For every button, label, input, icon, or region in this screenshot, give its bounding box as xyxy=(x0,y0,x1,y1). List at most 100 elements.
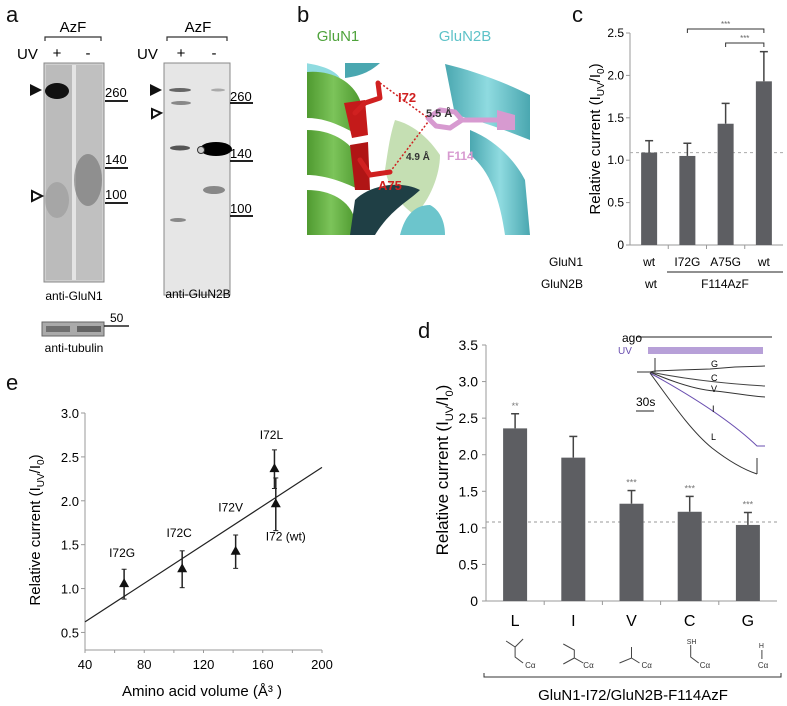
panel-c-ytick-label: 2.0 xyxy=(607,68,624,82)
panel-d-bar xyxy=(619,503,644,601)
panel-e-ytick-label: 1.5 xyxy=(61,538,79,553)
blot1-caption: anti-GluN1 xyxy=(45,289,103,303)
panel-d-ytick-label: 1.5 xyxy=(459,483,479,499)
panel-d-ytick-label: 2.0 xyxy=(459,447,479,463)
blot1-marker-140: 140 xyxy=(105,152,127,167)
trace-inset: ago UV G C V I L 30s xyxy=(618,331,772,475)
sh-label: SH xyxy=(687,639,697,646)
side-chain-structure-l xyxy=(505,638,524,664)
panel-d-bar xyxy=(735,524,760,601)
panel-e-xlabel: Amino acid volume (Å³ ) xyxy=(122,683,282,700)
panel-e-xtick-label: 160 xyxy=(252,657,274,672)
subunit-glun1-label: GluN1 xyxy=(317,28,360,45)
panel-d: d Relative current (IUV/I0) 0 0.5 1.0 1.5 2.… xyxy=(418,318,782,704)
residue-a75-label: A75 xyxy=(378,178,402,193)
point-label: I72V xyxy=(218,501,243,515)
blot2-caption: anti-GluN2B xyxy=(165,287,230,301)
panel-c-ytick-label: 0.5 xyxy=(607,196,624,210)
blot-anti-glun2b xyxy=(163,62,232,296)
calpha-label: Cα xyxy=(525,661,536,670)
panel-c-ytick-label: 2.5 xyxy=(607,26,624,40)
panel-label-c: c xyxy=(572,2,583,27)
arrowhead-open-icon xyxy=(151,107,164,120)
panel-c-bar xyxy=(755,81,772,245)
trace-i xyxy=(649,372,765,447)
blot2-azf-bracket xyxy=(166,36,228,41)
panel-label-a: a xyxy=(6,2,19,27)
trace-g xyxy=(637,365,766,373)
panel-c-ylabel: Relative current (IUV/I0) xyxy=(587,63,607,214)
tubulin-caption: anti-tubulin xyxy=(45,341,104,355)
panel-label-e: e xyxy=(6,370,18,395)
point-label: I72G xyxy=(109,546,135,560)
panel-d-bar xyxy=(561,457,586,601)
blot1-marker-260: 260 xyxy=(105,85,127,100)
panel-c-row-title-glun1: GluN1 xyxy=(549,255,583,269)
panel-e-ylabel: Relative current (IUV/I0) xyxy=(27,454,47,605)
panel-d-bar xyxy=(677,511,702,601)
data-point-triangle xyxy=(177,563,188,573)
inset-uv-label: UV xyxy=(618,346,632,357)
panel-e-ytick-label: 3.0 xyxy=(61,406,79,421)
trace-label-v: V xyxy=(711,384,717,394)
panel-c: c Relative current (IUV/I0) 0 0.5 1.0 1.5 2.… xyxy=(541,2,783,291)
significance-label: *** xyxy=(740,34,749,43)
residue-f114-label: F114 xyxy=(447,149,474,163)
panel-c-glun1-label: wt xyxy=(642,255,656,269)
data-point-triangle xyxy=(269,463,280,473)
panel-d-ytick-label: 2.5 xyxy=(459,410,479,426)
blot2-lane-plus: + xyxy=(177,45,186,62)
trace-label-i: I xyxy=(712,404,715,414)
blot1-lane-plus: + xyxy=(53,45,62,62)
blot2-marker-140: 140 xyxy=(230,146,252,161)
panel-e-ytick-label: 1.0 xyxy=(61,582,79,597)
panel-c-glun2b-label-f114azf: F114AzF xyxy=(701,277,749,291)
panel-c-glun2b-label-wt: wt xyxy=(644,277,658,291)
side-chain-structure-c xyxy=(690,645,699,664)
panel-e-xtick-label: 80 xyxy=(137,657,151,672)
panel-e-ytick-label: 0.5 xyxy=(61,625,79,640)
panel-d-category-label: C xyxy=(684,613,696,630)
arrowhead-open-icon xyxy=(31,189,45,203)
panel-d-ytick-label: 0 xyxy=(470,593,478,609)
blot1-azf-label: AzF xyxy=(60,19,87,36)
significance-label: *** xyxy=(626,478,637,488)
panel-c-glun1-label: A75G xyxy=(710,255,741,269)
blot-anti-tubulin xyxy=(41,321,105,337)
blot2-marker-260: 260 xyxy=(230,89,252,104)
significance-label: *** xyxy=(684,483,695,493)
panel-d-bar xyxy=(503,428,528,601)
distance-line-i72-f114 xyxy=(379,82,429,119)
data-point-triangle xyxy=(270,498,281,508)
blot2-uv-label: UV xyxy=(137,46,158,63)
trace-l xyxy=(649,372,758,475)
blot-anti-glun1 xyxy=(43,62,105,283)
trace-v xyxy=(649,371,766,398)
side-chain-structure-v xyxy=(619,647,640,664)
data-point-triangle xyxy=(230,545,241,555)
calpha-label: Cα xyxy=(583,661,594,670)
panel-e-xtick-label: 120 xyxy=(193,657,215,672)
panel-b: b GluN1 GluN2B xyxy=(297,2,530,235)
trace-label-c: C xyxy=(711,373,718,383)
panel-e: e Relative current (IUV/I0) 0.5 1.0 1.5 2.0… xyxy=(6,370,333,700)
significance-label: ** xyxy=(512,401,520,411)
panel-d-ytick-label: 0.5 xyxy=(459,556,479,572)
data-point-triangle xyxy=(119,578,130,588)
panel-c-row-title-glun2b: GluN2B xyxy=(541,277,583,291)
calpha-label: Cα xyxy=(642,661,653,670)
panel-c-bar xyxy=(679,155,696,245)
blot2-lane-minus: - xyxy=(212,45,217,62)
panel-d-xlabel: GluN1-I72/GluN2B-F114AzF xyxy=(538,687,728,704)
arrowhead-filled-icon xyxy=(150,84,162,96)
panel-c-ytick-label: 0 xyxy=(617,238,624,252)
inset-ago-label: ago xyxy=(622,331,642,345)
significance-label: *** xyxy=(721,20,730,29)
significance-bracket xyxy=(725,42,765,47)
calpha-label: Cα xyxy=(758,661,769,670)
panel-c-bar xyxy=(717,123,734,245)
panel-d-ylabel: Relative current (IUV/I0) xyxy=(433,385,456,556)
panel-d-ytick-label: 3.0 xyxy=(459,374,479,390)
